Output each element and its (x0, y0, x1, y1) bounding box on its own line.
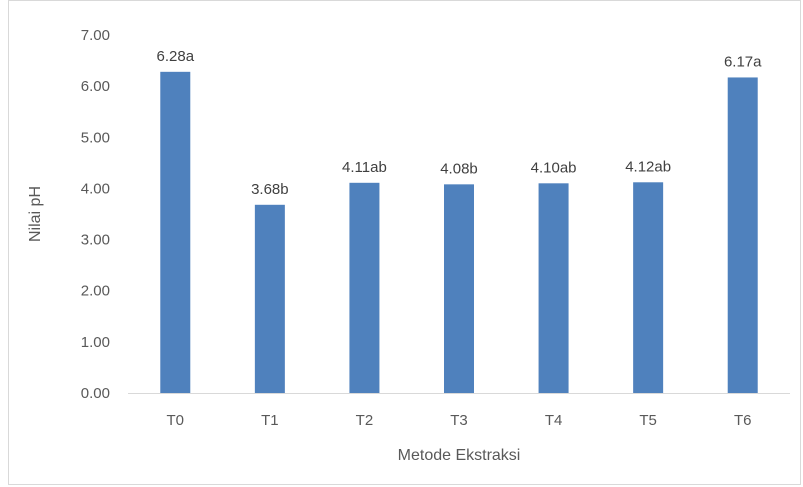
bar (727, 77, 758, 393)
y-tick-label: 6.00 (81, 78, 110, 95)
x-tick-label: T5 (639, 412, 657, 429)
y-tick-label: 2.00 (81, 283, 110, 300)
data-label: 6.28a (157, 48, 195, 65)
x-tick-label: T1 (261, 412, 279, 429)
data-label: 4.08b (440, 160, 478, 177)
bar (538, 183, 569, 393)
y-tick-label: 4.00 (81, 180, 110, 197)
data-label: 4.10ab (531, 159, 577, 176)
x-tick-label: T6 (734, 412, 752, 429)
bar (633, 182, 664, 393)
y-tick-label: 5.00 (81, 129, 110, 146)
y-tick-label: 0.00 (81, 385, 110, 402)
x-tick-label: T4 (545, 412, 563, 429)
y-tick-label: 3.00 (81, 232, 110, 249)
y-tick-label: 1.00 (81, 334, 110, 351)
data-label: 4.11ab (342, 159, 387, 176)
x-axis-ticks: T0 T1 T2 T3 T4 T5 T6 (167, 412, 752, 429)
bar (160, 71, 191, 393)
x-tick-label: T0 (167, 412, 185, 429)
y-axis-title: Nilai pH (27, 186, 44, 242)
x-axis-title: Metode Ekstraksi (398, 447, 521, 464)
bar (254, 204, 285, 393)
data-labels: 6.28a 3.68b 4.11ab 4.08b 4.10ab 4.12ab 6.17a (157, 48, 763, 198)
bar (349, 182, 380, 393)
x-tick-label: T2 (356, 412, 374, 429)
chart-frame (8, 0, 801, 485)
data-label: 4.12ab (625, 158, 671, 175)
bars (160, 71, 758, 393)
bar (444, 184, 474, 393)
y-tick-label: 7.00 (81, 27, 110, 44)
data-label: 3.68b (251, 181, 289, 198)
y-axis-ticks: 0.00 1.00 2.00 3.00 4.00 5.00 6.00 7.00 (81, 27, 110, 402)
x-tick-label: T3 (450, 412, 468, 429)
data-label: 6.17a (724, 53, 762, 70)
